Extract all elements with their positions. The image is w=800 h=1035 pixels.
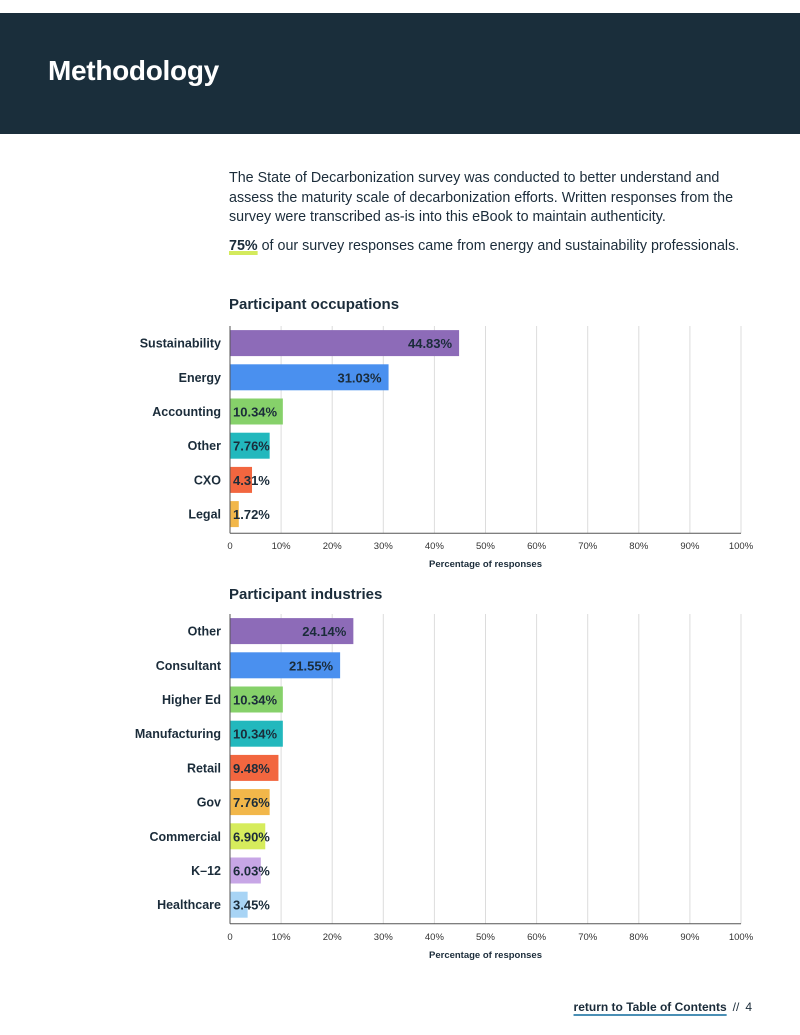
bar: [230, 754, 279, 781]
tick-label: 100%: [729, 541, 754, 552]
bar: [230, 466, 253, 493]
tick-label: 10%: [272, 541, 292, 552]
category-label: Sustainability: [140, 337, 221, 351]
tick-label: 40%: [425, 932, 445, 943]
data-label: 4.31%: [233, 473, 270, 488]
tick-label: 60%: [527, 541, 547, 552]
category-label: Consultant: [156, 659, 222, 673]
tick-label: 10%: [272, 932, 292, 943]
bar: [230, 364, 389, 391]
category-label: CXO: [194, 473, 221, 487]
tick-label: 20%: [323, 932, 343, 943]
chart-title-occupations: Participant occupations: [229, 296, 400, 313]
category-label: Healthcare: [157, 898, 221, 912]
tick-label: 70%: [578, 541, 598, 552]
data-label: 1.72%: [233, 507, 270, 522]
category-label: Other: [188, 439, 221, 453]
page-title: Methodology: [48, 55, 219, 86]
category-label: Gov: [197, 796, 221, 810]
data-label: 9.48%: [233, 761, 270, 776]
category-label: K–12: [191, 864, 221, 878]
tick-label: 80%: [629, 932, 649, 943]
x-axis-label: Percentage of responses: [429, 950, 542, 961]
data-label: 6.03%: [233, 864, 270, 879]
bar: [230, 789, 270, 816]
category-label: Legal: [188, 508, 221, 522]
category-label: Other: [188, 625, 221, 639]
data-label: 7.76%: [233, 439, 270, 454]
category-label: Energy: [179, 371, 221, 385]
tick-label: 90%: [680, 932, 700, 943]
category-label: Commercial: [149, 830, 221, 844]
data-label: 10.34%: [233, 727, 278, 742]
tick-label: 20%: [323, 541, 343, 552]
category-label: Retail: [187, 761, 221, 775]
bar: [230, 652, 341, 679]
bar: [230, 618, 354, 645]
tick-label: 100%: [729, 932, 754, 943]
tick-label: 50%: [476, 932, 496, 943]
chart-title-industries: Participant industries: [229, 586, 383, 603]
data-label: 3.45%: [233, 898, 270, 913]
bar: [230, 823, 266, 850]
category-label: Accounting: [152, 405, 221, 419]
data-label: 7.76%: [233, 795, 270, 810]
category-label: Manufacturing: [135, 727, 221, 741]
page-header: Methodology: [0, 13, 800, 134]
chart-industries: Other 24.14% Consultant 21.55% Higher Ed 10.3…: [135, 614, 754, 961]
intro-paragraph: The State of Decarbonization survey was …: [229, 170, 734, 225]
bar: [230, 891, 248, 918]
bar: [230, 330, 460, 357]
bar: [230, 432, 270, 459]
footer: return to Table of Contents // 4: [574, 1000, 752, 1014]
page-number: 4: [745, 1000, 752, 1014]
bar: [230, 501, 239, 528]
tick-label: 70%: [578, 932, 598, 943]
data-label: 21.55%: [289, 658, 334, 673]
bar: [230, 857, 261, 884]
x-axis-label: Percentage of responses: [429, 559, 542, 570]
highlight-stat: 75%: [229, 238, 258, 254]
tick-label: 60%: [527, 932, 547, 943]
tick-label: 40%: [425, 541, 445, 552]
tick-label: 0: [227, 541, 232, 552]
intro-statement: 75% of our survey responses came from en…: [229, 237, 769, 257]
tick-label: 80%: [629, 541, 649, 552]
data-label: 31.03%: [337, 370, 382, 385]
tick-label: 30%: [374, 541, 394, 552]
category-label: Higher Ed: [162, 693, 221, 707]
footer-separator: //: [732, 1000, 740, 1014]
bar: [230, 686, 283, 713]
data-label: 10.34%: [233, 405, 278, 420]
tick-label: 30%: [374, 932, 394, 943]
data-label: 6.90%: [233, 829, 270, 844]
tick-label: 0: [227, 932, 232, 943]
tick-label: 90%: [680, 541, 700, 552]
bar: [230, 720, 283, 747]
tick-label: 50%: [476, 541, 496, 552]
bar: [230, 398, 283, 425]
statement-text: of our survey responses came from energy…: [257, 238, 740, 254]
data-label: 10.34%: [233, 693, 278, 708]
chart-occupations: Sustainability 44.83% Energy 31.03% Accounti…: [140, 326, 754, 570]
data-label: 44.83%: [408, 336, 453, 351]
data-label: 24.14%: [302, 624, 347, 639]
table-of-contents-link[interactable]: return to Table of Contents: [573, 1000, 727, 1014]
